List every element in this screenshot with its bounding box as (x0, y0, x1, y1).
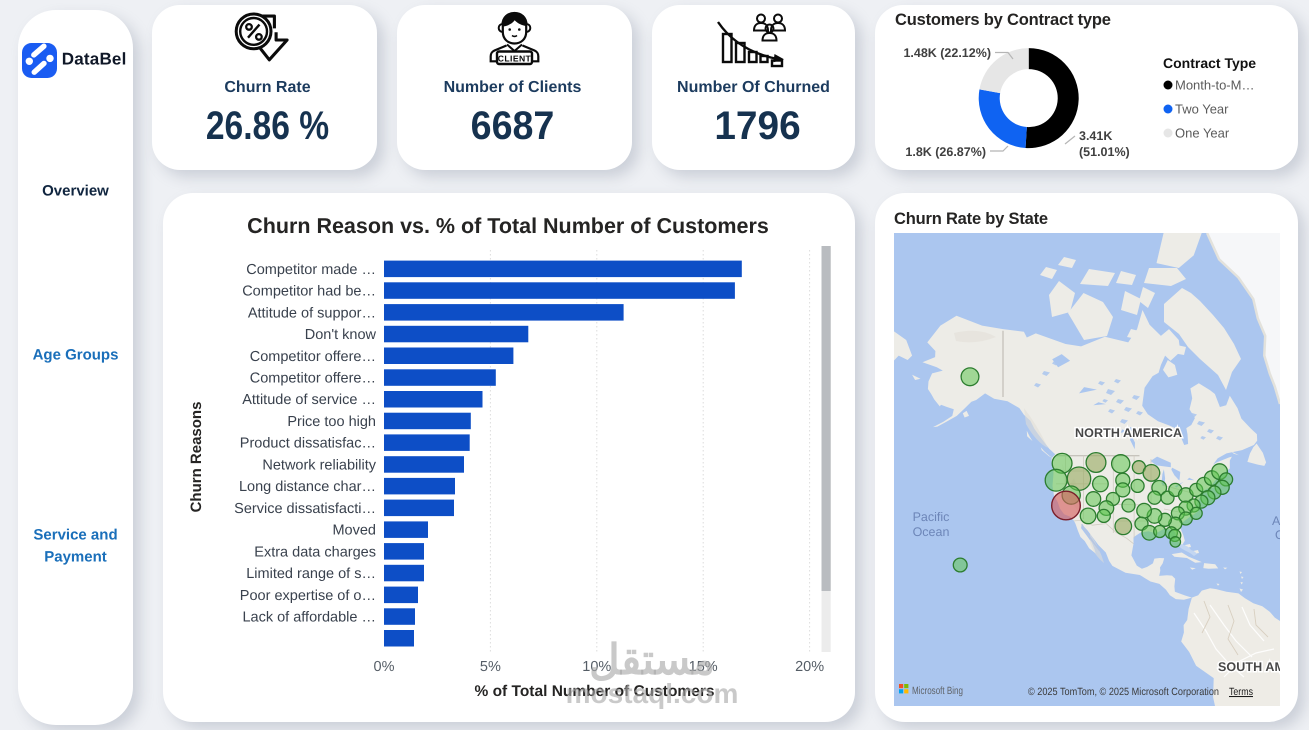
svg-text:O: O (1275, 528, 1280, 542)
svg-text:1.8K (26.87%): 1.8K (26.87%) (905, 145, 986, 159)
svg-text:26.86 %: 26.86 % (206, 104, 329, 148)
svg-text:Limited range of s…: Limited range of s… (246, 566, 376, 582)
svg-text:Churn Rate: Churn Rate (224, 79, 310, 96)
svg-text:Pacific: Pacific (913, 510, 950, 524)
svg-text:Number Of Churned: Number Of Churned (677, 79, 830, 96)
svg-text:Poor expertise of o…: Poor expertise of o… (240, 588, 376, 604)
svg-text:Service dissatisfacti…: Service dissatisfacti… (234, 501, 376, 517)
svg-text:Churn Reason vs. % of Total Nu: Churn Reason vs. % of Total Number of Cu… (247, 214, 769, 238)
svg-text:Two Year: Two Year (1175, 102, 1229, 117)
svg-text:© 2025 TomTom, © 2025 Microsof: © 2025 TomTom, © 2025 Microsoft Corporat… (1028, 686, 1219, 698)
svg-text:(51.01%): (51.01%) (1079, 145, 1130, 159)
svg-text:Month-to-M…: Month-to-M… (1175, 78, 1254, 93)
svg-text:20%: 20% (795, 659, 824, 675)
svg-text:Price too high: Price too high (287, 414, 376, 430)
svg-text:Age Groups: Age Groups (33, 347, 119, 364)
svg-text:Moved: Moved (332, 523, 376, 539)
svg-text:At: At (1272, 514, 1280, 528)
svg-text:Churn Reasons: Churn Reasons (188, 402, 205, 513)
svg-text:6687: 6687 (471, 104, 555, 148)
svg-text:Network reliability: Network reliability (262, 457, 376, 473)
svg-text:Competitor had be…: Competitor had be… (242, 284, 376, 300)
svg-text:Competitor made …: Competitor made … (246, 262, 376, 278)
svg-text:0%: 0% (374, 659, 395, 675)
svg-text:10%: 10% (582, 659, 611, 675)
svg-text:Extra data charges: Extra data charges (254, 544, 376, 560)
svg-text:Ocean: Ocean (913, 525, 950, 539)
svg-text:Competitor offere…: Competitor offere… (250, 349, 376, 365)
svg-text:DataBel: DataBel (62, 49, 127, 68)
svg-text:5%: 5% (480, 659, 501, 675)
svg-text:Lack of affordable …: Lack of affordable … (242, 610, 376, 626)
svg-text:Don't know: Don't know (305, 327, 377, 343)
svg-text:3.41K: 3.41K (1079, 129, 1112, 143)
svg-text:Terms: Terms (1229, 686, 1253, 698)
svg-text:Microsoft Bing: Microsoft Bing (912, 685, 963, 697)
svg-text:Attitude of service …: Attitude of service … (242, 392, 376, 408)
svg-text:15%: 15% (689, 659, 718, 675)
svg-text:Product dissatisfac…: Product dissatisfac… (240, 436, 376, 452)
svg-text:One Year: One Year (1175, 126, 1230, 141)
svg-text:Service and: Service and (33, 527, 117, 544)
svg-text:Contract Type: Contract Type (1163, 55, 1256, 71)
svg-text:Long distance char…: Long distance char… (239, 479, 376, 495)
svg-text:CLIENT: CLIENT (498, 53, 532, 63)
svg-text:1.48K (22.12%): 1.48K (22.12%) (903, 46, 991, 60)
svg-text:Payment: Payment (44, 549, 107, 566)
svg-text:NORTH AMERICA: NORTH AMERICA (1075, 426, 1182, 440)
svg-text:Attitude of suppor…: Attitude of suppor… (248, 305, 376, 321)
svg-text:Competitor offere…: Competitor offere… (250, 371, 376, 387)
svg-text:Number of Clients: Number of Clients (444, 79, 582, 96)
svg-text:Overview: Overview (42, 183, 109, 200)
svg-text:1796: 1796 (714, 104, 800, 148)
svg-text:SOUTH AM: SOUTH AM (1218, 660, 1280, 674)
svg-text:% of Total Number of Customers: % of Total Number of Customers (475, 683, 715, 700)
